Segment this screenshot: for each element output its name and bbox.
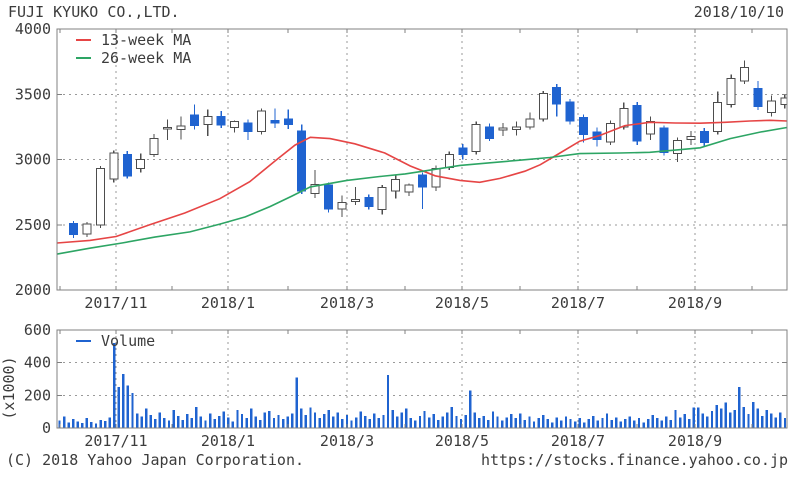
legend-label-ma26: 26-week MA xyxy=(101,49,192,67)
volume-color-swatch xyxy=(76,340,91,342)
svg-text:2018/3: 2018/3 xyxy=(320,294,374,312)
svg-text:2018/5: 2018/5 xyxy=(435,294,489,312)
legend-item-volume: Volume xyxy=(76,332,155,350)
svg-text:4000: 4000 xyxy=(15,20,51,38)
svg-text:200: 200 xyxy=(24,386,51,404)
price-x-labels: 2017/11 2018/1 2018/3 2018/5 2018/7 2018/9 xyxy=(84,294,722,312)
svg-text:2018/1: 2018/1 xyxy=(201,294,255,312)
copyright-text: (C) 2018 Yahoo Japan Corporation. xyxy=(6,451,305,469)
volume-bars-group xyxy=(58,343,787,429)
ma26-color-swatch xyxy=(76,57,91,59)
source-url: https://stocks.finance.yahoo.co.jp xyxy=(480,451,788,469)
svg-text:2018/3: 2018/3 xyxy=(320,432,374,450)
legend-item-ma13: 13-week MA xyxy=(76,31,191,49)
svg-text:2500: 2500 xyxy=(15,216,51,234)
svg-text:400: 400 xyxy=(24,354,51,372)
svg-text:2018/1: 2018/1 xyxy=(201,432,255,450)
volume-ticks xyxy=(57,329,787,429)
svg-text:2018/9: 2018/9 xyxy=(668,294,722,312)
svg-text:2017/11: 2017/11 xyxy=(84,432,147,450)
ma13-line xyxy=(57,119,787,244)
svg-text:0: 0 xyxy=(42,419,51,437)
gridlines xyxy=(57,29,787,428)
svg-text:2018/7: 2018/7 xyxy=(551,294,605,312)
stock-title: FUJI KYUKO CO.,LTD. xyxy=(8,3,180,21)
svg-text:2018/5: 2018/5 xyxy=(435,432,489,450)
svg-text:2018/9: 2018/9 xyxy=(668,432,722,450)
svg-text:3000: 3000 xyxy=(15,151,51,169)
price-ticks xyxy=(57,28,787,291)
price-legend: 13-week MA 26-week MA xyxy=(76,31,191,67)
svg-text:(x1000): (x1000) xyxy=(0,356,18,419)
svg-text:600: 600 xyxy=(24,321,51,339)
volume-legend: Volume xyxy=(76,332,155,350)
volume-frame xyxy=(56,329,788,429)
svg-text:2017/11: 2017/11 xyxy=(84,294,147,312)
legend-label-ma13: 13-week MA xyxy=(101,31,192,49)
chart-date: 2018/10/10 xyxy=(693,3,784,21)
volume-x-labels: 2017/11 2018/1 2018/3 2018/5 2018/7 2018/9 xyxy=(84,432,722,450)
ma26-line xyxy=(57,126,787,255)
legend-item-ma26: 26-week MA xyxy=(76,49,191,67)
svg-text:2018/7: 2018/7 xyxy=(551,432,605,450)
legend-label-volume: Volume xyxy=(101,332,156,350)
ma13-color-swatch xyxy=(76,39,91,41)
svg-text:3500: 3500 xyxy=(15,85,51,103)
svg-text:2000: 2000 xyxy=(15,281,51,299)
footer: (C) 2018 Yahoo Japan Corporation. https:… xyxy=(6,451,788,469)
